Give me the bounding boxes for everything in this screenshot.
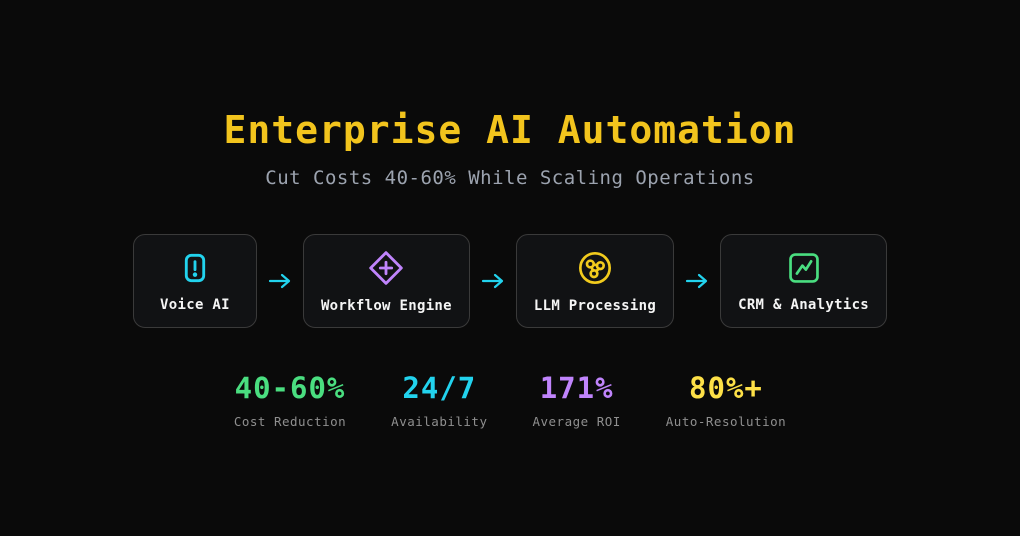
voice-ai-exclamation-icon — [176, 249, 214, 287]
stat-auto-resolution: 80%+ Auto-Resolution — [666, 371, 786, 429]
pipeline-flow: Voice AI Workflow Engine — [132, 233, 888, 328]
right-arrow-icon — [257, 271, 303, 291]
stat-label: Average ROI — [532, 413, 621, 429]
stat-cost-reduction: 40-60% Cost Reduction — [234, 371, 346, 429]
page-subtitle: Cut Costs 40-60% While Scaling Operation… — [265, 166, 755, 189]
stat-value: 171% — [539, 370, 614, 405]
right-arrow-icon — [470, 271, 516, 291]
stat-label: Auto-Resolution — [665, 413, 787, 429]
flow-node-voice-ai: Voice AI — [132, 233, 257, 328]
flow-node-label: Voice AI — [160, 296, 230, 313]
flow-node-label: Workflow Engine — [320, 297, 452, 314]
diamond-plus-icon — [366, 248, 406, 288]
nodes-network-circle-icon — [575, 248, 615, 288]
stat-average-roi: 171% Average ROI — [532, 371, 620, 429]
chart-trending-up-icon — [785, 249, 823, 287]
page-title: Enterprise AI Automation — [223, 107, 797, 152]
stat-label: Availability — [391, 413, 488, 429]
stat-label: Cost Reduction — [233, 413, 347, 429]
flow-node-label: CRM & Analytics — [738, 296, 870, 313]
stats-row: 40-60% Cost Reduction 24/7 Availability … — [234, 371, 786, 429]
right-arrow-icon — [674, 271, 720, 291]
flow-node-crm-analytics: CRM & Analytics — [720, 233, 888, 328]
flow-node-label: LLM Processing — [533, 297, 657, 314]
stat-value: 80%+ — [689, 370, 763, 405]
stat-availability: 24/7 Availability — [391, 371, 487, 429]
flow-node-workflow-engine: Workflow Engine — [302, 233, 470, 328]
stat-value: 40-60% — [234, 370, 346, 405]
flow-node-llm-processing: LLM Processing — [515, 233, 675, 328]
stat-value: 24/7 — [402, 370, 477, 405]
